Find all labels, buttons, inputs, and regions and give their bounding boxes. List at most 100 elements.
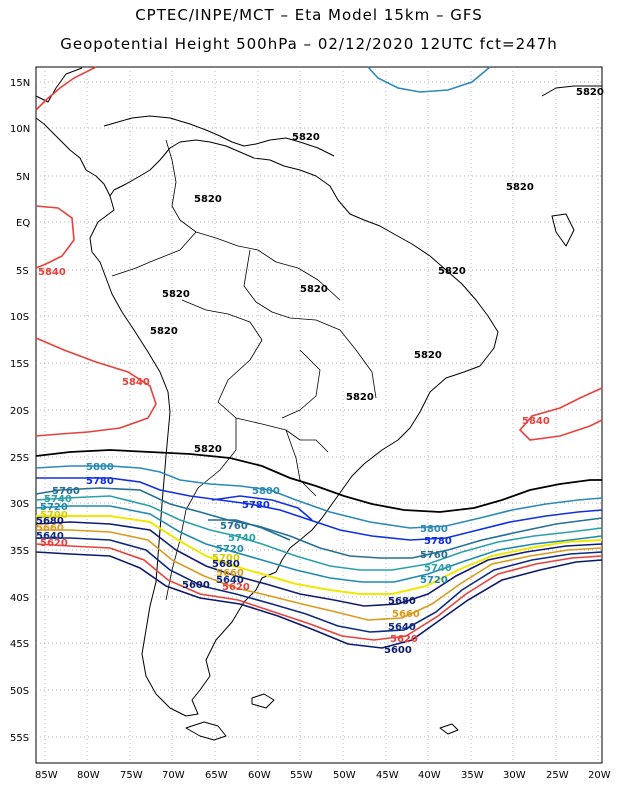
- contour-5840-east: [518, 387, 603, 441]
- lon-tick: 75W: [120, 770, 143, 781]
- contour-5820: [35, 449, 602, 513]
- contour-5740: [35, 495, 603, 571]
- contour-label: 5620: [222, 582, 250, 593]
- contour-label: 5600: [384, 645, 412, 656]
- contour-5840-west: [35, 205, 75, 269]
- country-borders: [111, 139, 377, 601]
- contour-label: 5800: [252, 486, 280, 497]
- lon-tick: 45W: [376, 770, 399, 781]
- contour-label: 5820: [414, 350, 442, 361]
- contour-label: 5620: [390, 634, 418, 645]
- lat-tick: 35S: [10, 546, 29, 557]
- contour-label: 5820: [150, 326, 178, 337]
- contour-5760: [35, 487, 603, 559]
- contour-label: 5780: [242, 500, 270, 511]
- contour-5680: [35, 521, 603, 607]
- graticule: [36, 67, 602, 763]
- contour-label: 5620: [40, 538, 68, 549]
- contour-label: 5640: [388, 622, 416, 633]
- contour-label: 5680: [36, 516, 64, 527]
- lon-tick: 55W: [290, 770, 313, 781]
- contour-label: 5780: [424, 536, 452, 547]
- caribbean-coast: [103, 115, 335, 157]
- contour-5800-north: [367, 66, 491, 93]
- lon-tick: 85W: [35, 770, 58, 781]
- south-georgia: [439, 723, 459, 735]
- lat-tick: 15N: [10, 78, 30, 89]
- map-subtitle: Geopotential Height 500hPa – 02/12/2020 …: [60, 35, 558, 53]
- contour-5780-loop: [211, 495, 313, 521]
- contour-label: 5740: [424, 563, 452, 574]
- contour-label: 5840: [522, 416, 550, 427]
- contour-label: 5640: [216, 575, 244, 586]
- lat-tick: 5N: [16, 172, 30, 183]
- map-frame: [35, 66, 603, 764]
- lon-tick: 80W: [77, 770, 100, 781]
- contour-label: 5800: [86, 462, 114, 473]
- contour-label: 5820: [576, 87, 604, 98]
- lat-tick: 40S: [10, 593, 29, 604]
- contour-label: 5780: [86, 476, 114, 487]
- contour-label: 5840: [38, 267, 66, 278]
- contour-5800: [35, 465, 603, 529]
- contour-label: 5800: [420, 524, 448, 535]
- lat-tick: 25S: [10, 453, 29, 464]
- contour-label: 5720: [40, 502, 68, 513]
- lon-tick: 60W: [248, 770, 271, 781]
- contour-label: 5820: [300, 284, 328, 295]
- contour-label: 5820: [194, 194, 222, 205]
- contour-label: 5660: [36, 523, 64, 534]
- contour-label: 5820: [194, 444, 222, 455]
- falklands: [251, 693, 275, 709]
- contour-5840-nw: [35, 66, 97, 111]
- contour-label: 5820: [162, 289, 190, 300]
- contour-5840-sw: [35, 337, 157, 437]
- lat-tick: 15S: [10, 359, 29, 370]
- contour-label: 5720: [420, 575, 448, 586]
- contour-label: 5660: [216, 568, 244, 579]
- tierra-del-fuego: [185, 721, 227, 741]
- coastlines: [35, 67, 602, 741]
- lat-tick: 30S: [10, 499, 29, 510]
- lon-tick: 70W: [162, 770, 185, 781]
- contour-label: 5820: [438, 266, 466, 277]
- contour-5660: [36, 529, 603, 621]
- lat-tick: 5S: [16, 266, 29, 277]
- africa-coast: [541, 85, 602, 247]
- south-america-coast: [89, 139, 499, 717]
- contour-label: 5760: [52, 486, 80, 497]
- contour-label: 5740: [44, 494, 72, 505]
- lat-tick: EQ: [16, 218, 30, 229]
- contour-label: 5820: [346, 392, 374, 403]
- lat-tick: 20S: [10, 406, 29, 417]
- lon-tick: 40W: [418, 770, 441, 781]
- lat-tick: 55S: [10, 733, 29, 744]
- lat-tick: 45S: [10, 639, 29, 650]
- longitude-labels: 85W 80W 75W 70W 65W 60W 55W 50W 45W 40W …: [35, 770, 611, 781]
- contour-label: 5680: [212, 559, 240, 570]
- contour-label: 5640: [36, 531, 64, 542]
- map-title: CPTEC/INPE/MCT – Eta Model 15km – GFS: [135, 6, 483, 24]
- contour-5620: [35, 543, 603, 641]
- contour-label: 5740: [228, 533, 256, 544]
- lon-tick: 35W: [461, 770, 484, 781]
- lon-tick: 30W: [503, 770, 526, 781]
- lon-tick: 65W: [205, 770, 228, 781]
- contour-5640: [36, 537, 603, 633]
- contour-label: 5600: [182, 580, 210, 591]
- contour-label: 5760: [420, 550, 448, 561]
- contours: [35, 66, 603, 649]
- central-america-coast: [35, 67, 111, 197]
- contour-5720: [35, 505, 603, 583]
- lon-tick: 50W: [333, 770, 356, 781]
- latitude-labels: 15N 10N 5N EQ 5S 10S 15S 20S 25S 30S 35S…: [10, 78, 30, 744]
- contour-label: 5700: [212, 553, 240, 564]
- lat-tick: 10S: [10, 312, 29, 323]
- contour-label: 5720: [216, 544, 244, 555]
- contour-label: 5820: [506, 182, 534, 193]
- contour-label: 5700: [40, 510, 68, 521]
- contour-5600: [35, 551, 603, 649]
- contour-label: 5660: [392, 609, 420, 620]
- lat-tick: 10N: [10, 124, 30, 135]
